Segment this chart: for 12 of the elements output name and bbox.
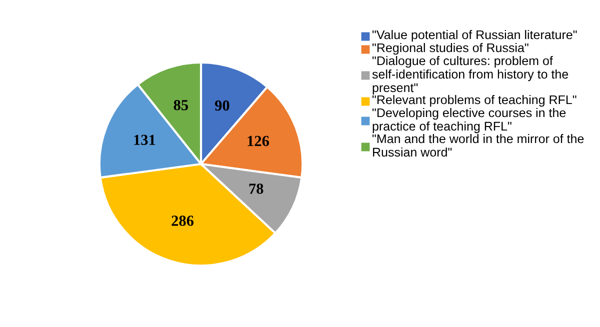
legend-label: "Regional studies of Russia" — [372, 43, 528, 55]
data-label: 286 — [172, 216, 194, 226]
legend-label: "Value potential of Russian literature" — [372, 30, 577, 42]
legend-label: "Relevant problems of teaching RFL" — [372, 95, 576, 107]
data-label: 85 — [174, 100, 188, 110]
legend-label: "Dialogue of cultures: problem of self-identification from history to the present" — [372, 56, 568, 95]
data-label: 90 — [214, 100, 230, 111]
data-label: 78 — [249, 184, 264, 194]
legend-label: "Developing elective courses in the practice of teaching RFL" — [372, 108, 566, 134]
legend-label: "Man and the world in the mirror of the Russian word" — [372, 134, 584, 157]
data-label: 126 — [248, 136, 269, 146]
data-label: 131 — [134, 134, 156, 146]
